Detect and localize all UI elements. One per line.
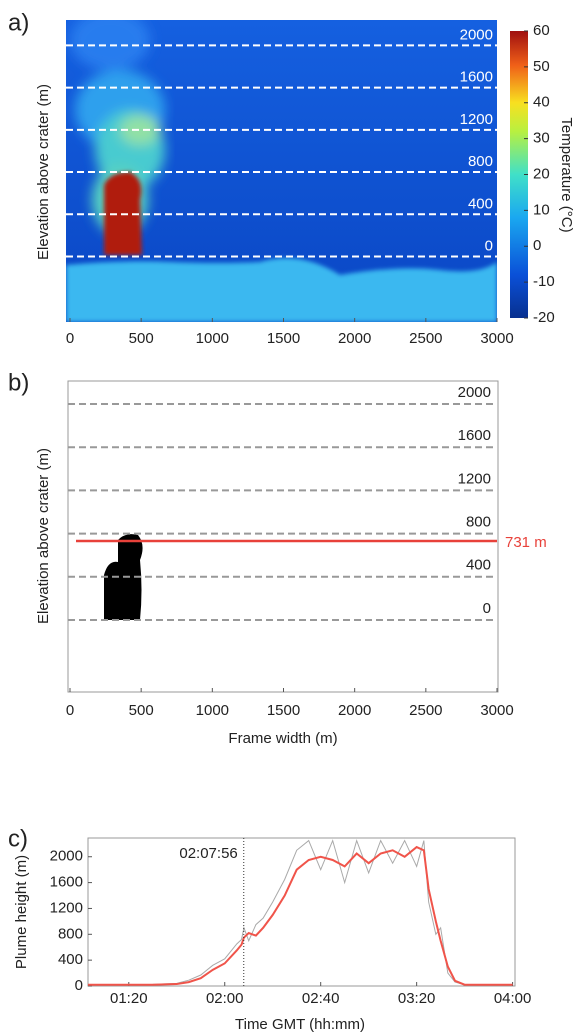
x-axis-label: Time GMT (hh:mm) (235, 1016, 365, 1033)
panel-label: a) (8, 9, 29, 36)
y-tick-label: 0 (485, 238, 493, 255)
y-tick-label: 800 (466, 514, 491, 531)
x-tick-label: 2500 (409, 330, 442, 347)
y-tick-label: 2000 (460, 26, 493, 43)
colorbar-tick-label: 30 (533, 130, 550, 147)
frame (88, 838, 515, 986)
y-tick-label: 0 (75, 977, 83, 994)
colorbar-tick-label: 0 (533, 237, 541, 254)
x-tick-label: 3000 (480, 702, 513, 719)
figure: a) b) c) Elevation above crater (m) Temp… (0, 0, 579, 1036)
y-tick-label: 1600 (460, 69, 493, 86)
y-tick-label: 1200 (50, 899, 83, 916)
x-tick-label: 02:40 (302, 990, 340, 1007)
x-tick-label: 01:20 (110, 990, 148, 1007)
y-tick-label: 800 (468, 153, 493, 170)
time-marker-label: 02:07:56 (179, 845, 237, 862)
series-line (88, 847, 513, 985)
x-axis-label: Frame width (m) (228, 730, 337, 747)
colorbar-tick-label: 10 (533, 201, 550, 218)
colorbar-tick-label: 40 (533, 94, 550, 111)
colorbar-tick-label: 50 (533, 58, 550, 75)
y-tick-label: 800 (58, 925, 83, 942)
y-tick-label: 400 (58, 951, 83, 968)
y-tick-label: 1600 (458, 427, 491, 444)
x-tick-label: 1000 (196, 702, 229, 719)
x-tick-label: 2500 (409, 702, 442, 719)
y-axis-label: Elevation above crater (m) (35, 448, 52, 624)
x-tick-label: 0 (66, 702, 74, 719)
x-tick-label: 3000 (480, 330, 513, 347)
y-tick-label: 0 (483, 600, 491, 617)
y-tick-label: 2000 (458, 384, 491, 401)
colorbar-tick-label: -10 (533, 273, 555, 290)
series-group (88, 841, 513, 985)
x-tick-label: 2000 (338, 330, 371, 347)
x-tick-label: 500 (129, 330, 154, 347)
x-tick-label: 03:20 (398, 990, 436, 1007)
y-tick-label: 400 (466, 557, 491, 574)
thermal-image (66, 10, 497, 322)
y-tick-label: 400 (468, 195, 493, 212)
y-tick-label: 1600 (50, 874, 83, 891)
colorbar-tick-label: -20 (533, 309, 555, 326)
y-tick-label: 2000 (50, 848, 83, 865)
x-tick-label: 02:00 (206, 990, 244, 1007)
x-tick-label: 0 (66, 330, 74, 347)
panel-label: b) (8, 369, 29, 396)
x-tick-label: 1500 (267, 702, 300, 719)
colorbar-tick-label: 20 (533, 165, 550, 182)
panel-label: c) (8, 825, 28, 852)
x-tick-label: 500 (129, 702, 154, 719)
height-label: 731 m (505, 534, 547, 551)
x-tick-label: 1500 (267, 330, 300, 347)
x-tick-label: 04:00 (494, 990, 532, 1007)
x-tick-label: 1000 (196, 330, 229, 347)
y-axis-label: Elevation above crater (m) (35, 84, 52, 260)
series-line (88, 841, 513, 985)
x-tick-label: 2000 (338, 702, 371, 719)
y-tick-label: 1200 (460, 111, 493, 128)
y-tick-label: 1200 (458, 470, 491, 487)
y-axis-label: Plume height (m) (13, 855, 30, 969)
colorbar-tick-label: 60 (533, 22, 550, 39)
colorbar-label: Temperature (°C) (558, 117, 575, 232)
